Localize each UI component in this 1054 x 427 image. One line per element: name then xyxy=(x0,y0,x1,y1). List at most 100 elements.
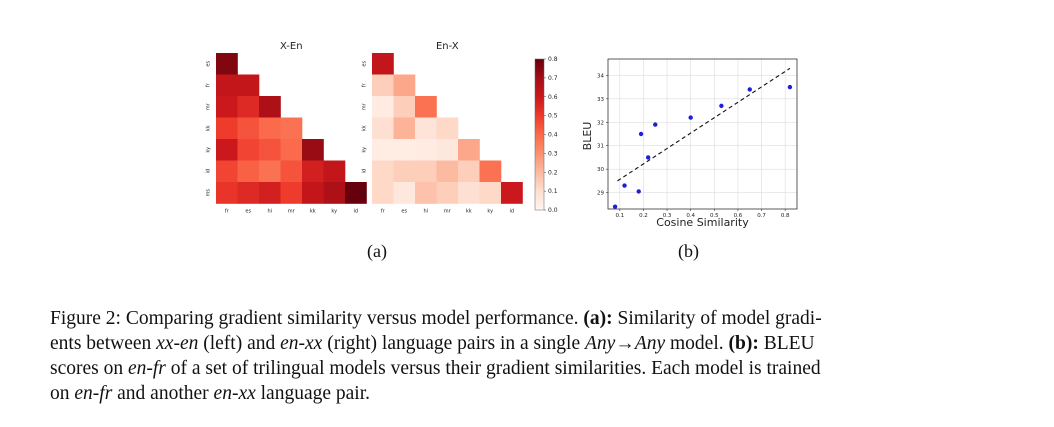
caption-italic-run: en-fr xyxy=(74,383,113,404)
x-tick-label: 0.1 xyxy=(615,213,624,219)
plot-frame xyxy=(607,58,798,210)
colorbar-tick-label: 0.2 xyxy=(548,169,558,176)
colorbar-segment xyxy=(535,177,544,181)
caption-bold-run: (a): xyxy=(583,308,613,329)
colorbar-segment xyxy=(535,174,544,178)
heatmap-cell xyxy=(280,117,303,140)
scatter-point xyxy=(622,183,627,188)
figure-caption: Figure 2: Comparing gradient similarity … xyxy=(50,306,970,406)
heatmap-row-label: es xyxy=(362,61,368,67)
heatmap-cell xyxy=(302,139,324,161)
colorbar-tick-label: 0.0 xyxy=(548,207,558,214)
heatmap-cell xyxy=(323,182,346,204)
colorbar-segment xyxy=(535,69,544,73)
caption-text-run: language pair. xyxy=(255,383,371,404)
heatmap-column-label: hi xyxy=(267,209,272,215)
colorbar-segment xyxy=(535,111,544,115)
colorbar-tick-label: 0.6 xyxy=(548,94,558,101)
heatmap-cell xyxy=(323,160,346,183)
subplot-label-b: (b) xyxy=(678,241,699,261)
heatmap-cell xyxy=(237,117,260,140)
heatmap-row-label: fr xyxy=(362,82,368,87)
caption-text-run: model. xyxy=(665,333,729,354)
heatmap-row-label: ky xyxy=(206,147,212,153)
heatmap-cell xyxy=(415,139,437,161)
colorbar-segment xyxy=(535,84,544,88)
caption-text-run: Similarity of model gradi- xyxy=(612,308,822,329)
x-tick-label: 0.5 xyxy=(710,213,719,219)
heatmap-row-label: kk xyxy=(206,125,212,131)
y-tick-label: 30 xyxy=(597,167,604,173)
x-axis-label: Cosine Similarity xyxy=(656,216,749,229)
y-tick-label: 34 xyxy=(597,73,604,79)
colorbar-segment xyxy=(535,197,544,201)
caption-italic-run: Any xyxy=(584,333,616,354)
heatmap-cell xyxy=(436,182,459,204)
caption-text-run: of a set of trilingual models versus the… xyxy=(165,358,821,379)
caption-text-run: (right) language pairs in a single xyxy=(322,333,585,354)
caption-text-run: → xyxy=(615,333,635,354)
colorbar-segment xyxy=(535,81,544,85)
colorbar-segment xyxy=(535,61,544,65)
heatmap-cell xyxy=(372,117,394,140)
colorbar-segment xyxy=(535,157,544,161)
heatmap-cell xyxy=(216,96,238,118)
heatmap-cell xyxy=(458,139,480,161)
colorbar-segment xyxy=(535,129,544,133)
caption-text-run: ents between xyxy=(50,333,157,354)
heatmap-cell xyxy=(415,182,437,204)
x-tick-label: 0.8 xyxy=(781,213,790,219)
heatmap-cell xyxy=(237,74,260,97)
colorbar-segment xyxy=(535,182,544,186)
caption-text-run: BLEU xyxy=(758,333,815,354)
colorbar-tick-label: 0.8 xyxy=(548,56,558,63)
heatmap-cell xyxy=(216,117,238,140)
heatmap-cell xyxy=(302,182,324,204)
heatmap-cell xyxy=(393,117,416,140)
heatmap-cell xyxy=(372,182,394,204)
caption-line: ents between xx-en (left) and en-xx (rig… xyxy=(50,331,970,356)
heatmap-cell xyxy=(216,74,238,97)
scatter-point xyxy=(787,84,793,90)
heatmap-cell xyxy=(216,139,238,161)
colorbar-segment xyxy=(535,189,544,193)
colorbar-segment xyxy=(535,116,544,120)
heatmap-column-label: kk xyxy=(310,209,316,215)
heatmap-cell xyxy=(479,160,502,183)
colorbar-segment xyxy=(535,89,544,93)
heatmap-cell xyxy=(237,96,260,118)
heatmap-cell xyxy=(280,139,303,161)
heatmap-title-x-en: X-En xyxy=(280,41,303,52)
colorbar-segment xyxy=(535,86,544,90)
caption-line: scores on en-fr of a set of trilingual m… xyxy=(50,356,970,381)
heatmap-cell xyxy=(280,160,303,183)
colorbar-segment xyxy=(535,192,544,196)
colorbar-segment xyxy=(535,134,544,138)
x-tick-label: 0.3 xyxy=(663,213,672,219)
heatmap-cell xyxy=(237,182,260,204)
heatmap-cell xyxy=(501,182,523,204)
colorbar-segment xyxy=(535,204,544,208)
heatmap-cell xyxy=(259,139,281,161)
colorbar-segment xyxy=(535,71,544,75)
heatmap-cell xyxy=(259,96,281,118)
caption-text-run: Figure 2: Comparing gradient similarity … xyxy=(50,308,584,329)
colorbar-segment xyxy=(535,124,544,128)
caption-line: Figure 2: Comparing gradient similarity … xyxy=(50,306,970,331)
heatmap-cell xyxy=(259,182,281,204)
heatmap-column-label: ky xyxy=(331,209,337,215)
heatmap-row-label: ms xyxy=(362,189,368,197)
heatmap-row-label: fr xyxy=(206,82,212,87)
y-tick-label: 29 xyxy=(597,191,604,197)
colorbar-segment xyxy=(535,106,544,110)
colorbar-tick-label: 0.5 xyxy=(548,113,558,120)
colorbar-segment xyxy=(535,202,544,206)
x-tick-label: 0.7 xyxy=(757,213,766,219)
caption-italic-run: en-fr xyxy=(127,358,166,379)
heatmap-column-label: hi xyxy=(423,209,428,215)
colorbar-segment xyxy=(535,164,544,168)
colorbar-segment xyxy=(535,104,544,108)
colorbar-tick-label: 0.4 xyxy=(548,132,558,139)
heatmap-cell xyxy=(436,160,459,183)
heatmap-row-label: mr xyxy=(206,102,212,110)
